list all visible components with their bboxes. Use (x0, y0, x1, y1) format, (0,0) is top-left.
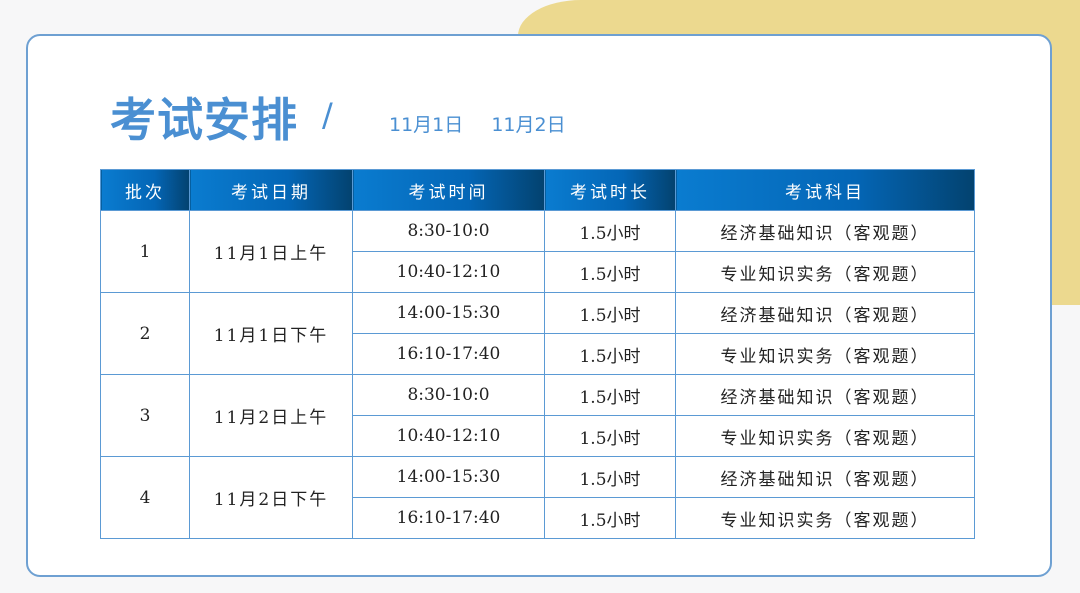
table-row: 10:40-12:10 1.5小时 专业知识实务（客观题） (101, 415, 975, 457)
subject-cell: 专业知识实务（客观题） (675, 497, 975, 539)
table-row: 3 11月2日上午 8:30-10:0 1.5小时 经济基础知识（客观题） (100, 374, 975, 457)
duration-cell: 1.5小时 (544, 333, 676, 375)
page-title: 考试安排 (110, 93, 298, 147)
date-cell: 11月2日下午 (189, 456, 353, 539)
exam-dates: 11月1日 11月2日 (389, 110, 588, 137)
table-row: 2 11月1日下午 14:00-15:30 1.5小时 经济基础知识（客观题） (100, 292, 975, 375)
header-duration: 考试时长 (544, 169, 676, 211)
duration-cell: 1.5小时 (544, 210, 676, 252)
table-row: 4 11月2日下午 14:00-15:30 1.5小时 经济基础知识（客观题） (100, 456, 975, 539)
time-cell: 8:30-10:0 (352, 210, 545, 252)
time-cell: 16:10-17:40 (352, 333, 545, 375)
subject-cell: 经济基础知识（客观题） (675, 374, 975, 416)
duration-cell: 1.5小时 (544, 292, 676, 334)
exam-date: 11月1日 (389, 114, 464, 136)
date-cell: 11月1日上午 (189, 210, 353, 293)
date-cell: 11月1日下午 (189, 292, 353, 375)
batch-cell: 3 (100, 374, 190, 457)
subject-cell: 经济基础知识（客观题） (675, 456, 975, 498)
title-separator: / (322, 96, 333, 134)
date-cell: 11月2日上午 (189, 374, 353, 457)
duration-cell: 1.5小时 (544, 374, 676, 416)
batch-cell: 2 (100, 292, 190, 375)
subject-cell: 专业知识实务（客观题） (675, 415, 975, 457)
time-cell: 16:10-17:40 (352, 497, 545, 539)
duration-cell: 1.5小时 (544, 251, 676, 293)
table-header-row: 批次 考试日期 考试时间 考试时长 考试科目 (100, 169, 975, 211)
subject-cell: 专业知识实务（客观题） (675, 251, 975, 293)
batch-cell: 4 (100, 456, 190, 539)
duration-cell: 1.5小时 (544, 456, 676, 498)
duration-cell: 1.5小时 (544, 415, 676, 457)
time-cell: 10:40-12:10 (352, 251, 545, 293)
subject-cell: 专业知识实务（客观题） (675, 333, 975, 375)
subject-cell: 经济基础知识（客观题） (675, 292, 975, 334)
time-cell: 10:40-12:10 (352, 415, 545, 457)
time-cell: 14:00-15:30 (352, 292, 545, 334)
table-row: 1 11月1日上午 8:30-10:0 1.5小时 经济基础知识（客观题） (100, 210, 975, 293)
header-batch: 批次 (100, 169, 190, 211)
table-row: 16:10-17:40 1.5小时 专业知识实务（客观题） (101, 333, 975, 375)
header-date: 考试日期 (189, 169, 353, 211)
time-cell: 14:00-15:30 (352, 456, 545, 498)
table-row: 10:40-12:10 1.5小时 专业知识实务（客观题） (101, 251, 975, 293)
time-cell: 8:30-10:0 (352, 374, 545, 416)
header-subject: 考试科目 (675, 169, 975, 211)
header-time: 考试时间 (352, 169, 545, 211)
schedule-table: 批次 考试日期 考试时间 考试时长 考试科目 1 11月1日上午 8:30-10:0… (100, 169, 975, 539)
duration-cell: 1.5小时 (544, 497, 676, 539)
exam-date: 11月2日 (491, 114, 566, 136)
table-row: 16:10-17:40 1.5小时 专业知识实务（客观题） (101, 497, 975, 539)
batch-cell: 1 (100, 210, 190, 293)
subject-cell: 经济基础知识（客观题） (675, 210, 975, 252)
